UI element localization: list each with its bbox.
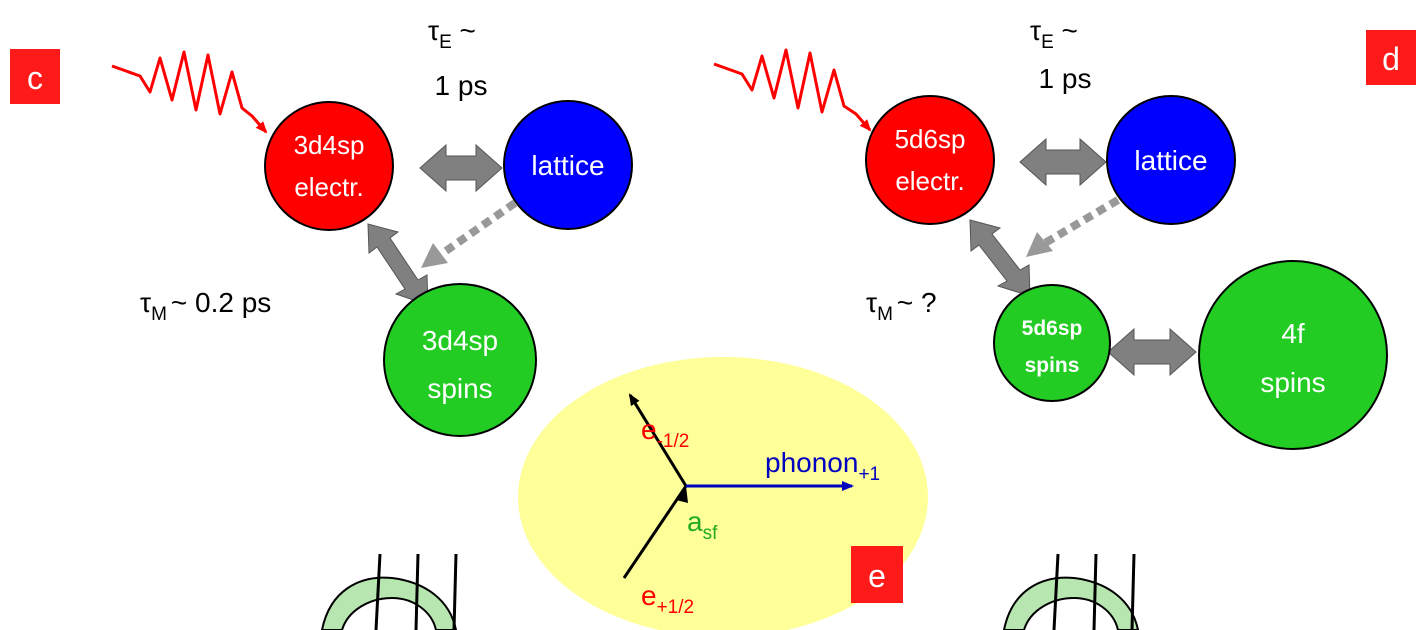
- double-arrow-electron-lattice-c: [419, 143, 503, 193]
- lattice-label-c: lattice: [531, 150, 604, 181]
- dotted-arrow-lattice-c: [437, 199, 518, 259]
- lattice-circle-d: [1106, 95, 1236, 225]
- panel-c-label-box: [10, 49, 60, 104]
- dotted-arrow-lattice-d: [1042, 196, 1121, 247]
- ribbon-illustration-left: [320, 553, 458, 630]
- electron-circle-d: [865, 95, 995, 225]
- tau-e-label-d: τE ~: [1030, 15, 1078, 53]
- ribbon-illustration-right: [1002, 553, 1140, 630]
- spins-4f-label-d-line2: spins: [1260, 367, 1325, 398]
- panel-d-label-box: [1366, 30, 1416, 85]
- dotted-arrowhead-c: [421, 243, 448, 268]
- panel-c-label: c: [27, 60, 43, 96]
- spins-circle-c: [383, 283, 537, 437]
- spins-small-label-d-line1: 5d6sp: [1022, 317, 1083, 340]
- lattice-label-d: lattice: [1134, 145, 1207, 176]
- panel-e-ellipse: [518, 357, 928, 630]
- tau-m-label-d: τM ~ ?: [866, 287, 937, 325]
- double-arrow-electron-spins-d: [969, 219, 1031, 297]
- panel-e-label: e: [868, 558, 886, 594]
- dotted-arrowhead-d: [1026, 232, 1053, 257]
- spins-small-circle-d: [993, 284, 1111, 402]
- e-minus-label: e-1/2: [641, 414, 689, 452]
- tau-e-value-d: 1 ps: [1039, 63, 1092, 94]
- electron-label-c-line2: electr.: [294, 172, 363, 202]
- lattice-circle-c: [503, 100, 633, 230]
- panel-d-label: d: [1382, 41, 1400, 77]
- e-plus-line: [622, 485, 688, 579]
- laser-pulse-c: [111, 50, 268, 134]
- e-plus-label: e+1/2: [641, 580, 694, 618]
- tau-m-label-c: τM ~ 0.2 ps: [140, 287, 271, 325]
- tau-e-label-c: τE ~: [428, 15, 476, 53]
- electron-label-c-line1: 3d4sp: [294, 130, 365, 160]
- electron-circle-c: [264, 101, 394, 231]
- phonon-label: phonon+1: [765, 447, 880, 485]
- laser-pulse-d: [713, 48, 872, 132]
- spins-label-c-line1: 3d4sp: [422, 325, 498, 356]
- spins-label-c-line2: spins: [427, 373, 492, 404]
- electron-label-d-line1: 5d6sp: [895, 124, 966, 154]
- spins-small-label-d-line2: spins: [1025, 354, 1080, 377]
- tau-e-value-c: 1 ps: [435, 70, 488, 101]
- electron-label-d-line2: electr.: [895, 166, 964, 196]
- spins-4f-circle-d: [1198, 260, 1388, 450]
- panel-e-label-box: [851, 546, 903, 603]
- double-arrow-electron-spins-c: [367, 223, 429, 306]
- e-minus-arrow: [628, 393, 688, 487]
- asf-label: asf: [687, 506, 718, 544]
- spins-4f-label-d-line1: 4f: [1281, 318, 1305, 349]
- double-arrow-electron-lattice-d: [1019, 137, 1107, 187]
- e-plus-arrowhead: [676, 486, 688, 503]
- double-arrow-spins-4f-d: [1107, 327, 1197, 377]
